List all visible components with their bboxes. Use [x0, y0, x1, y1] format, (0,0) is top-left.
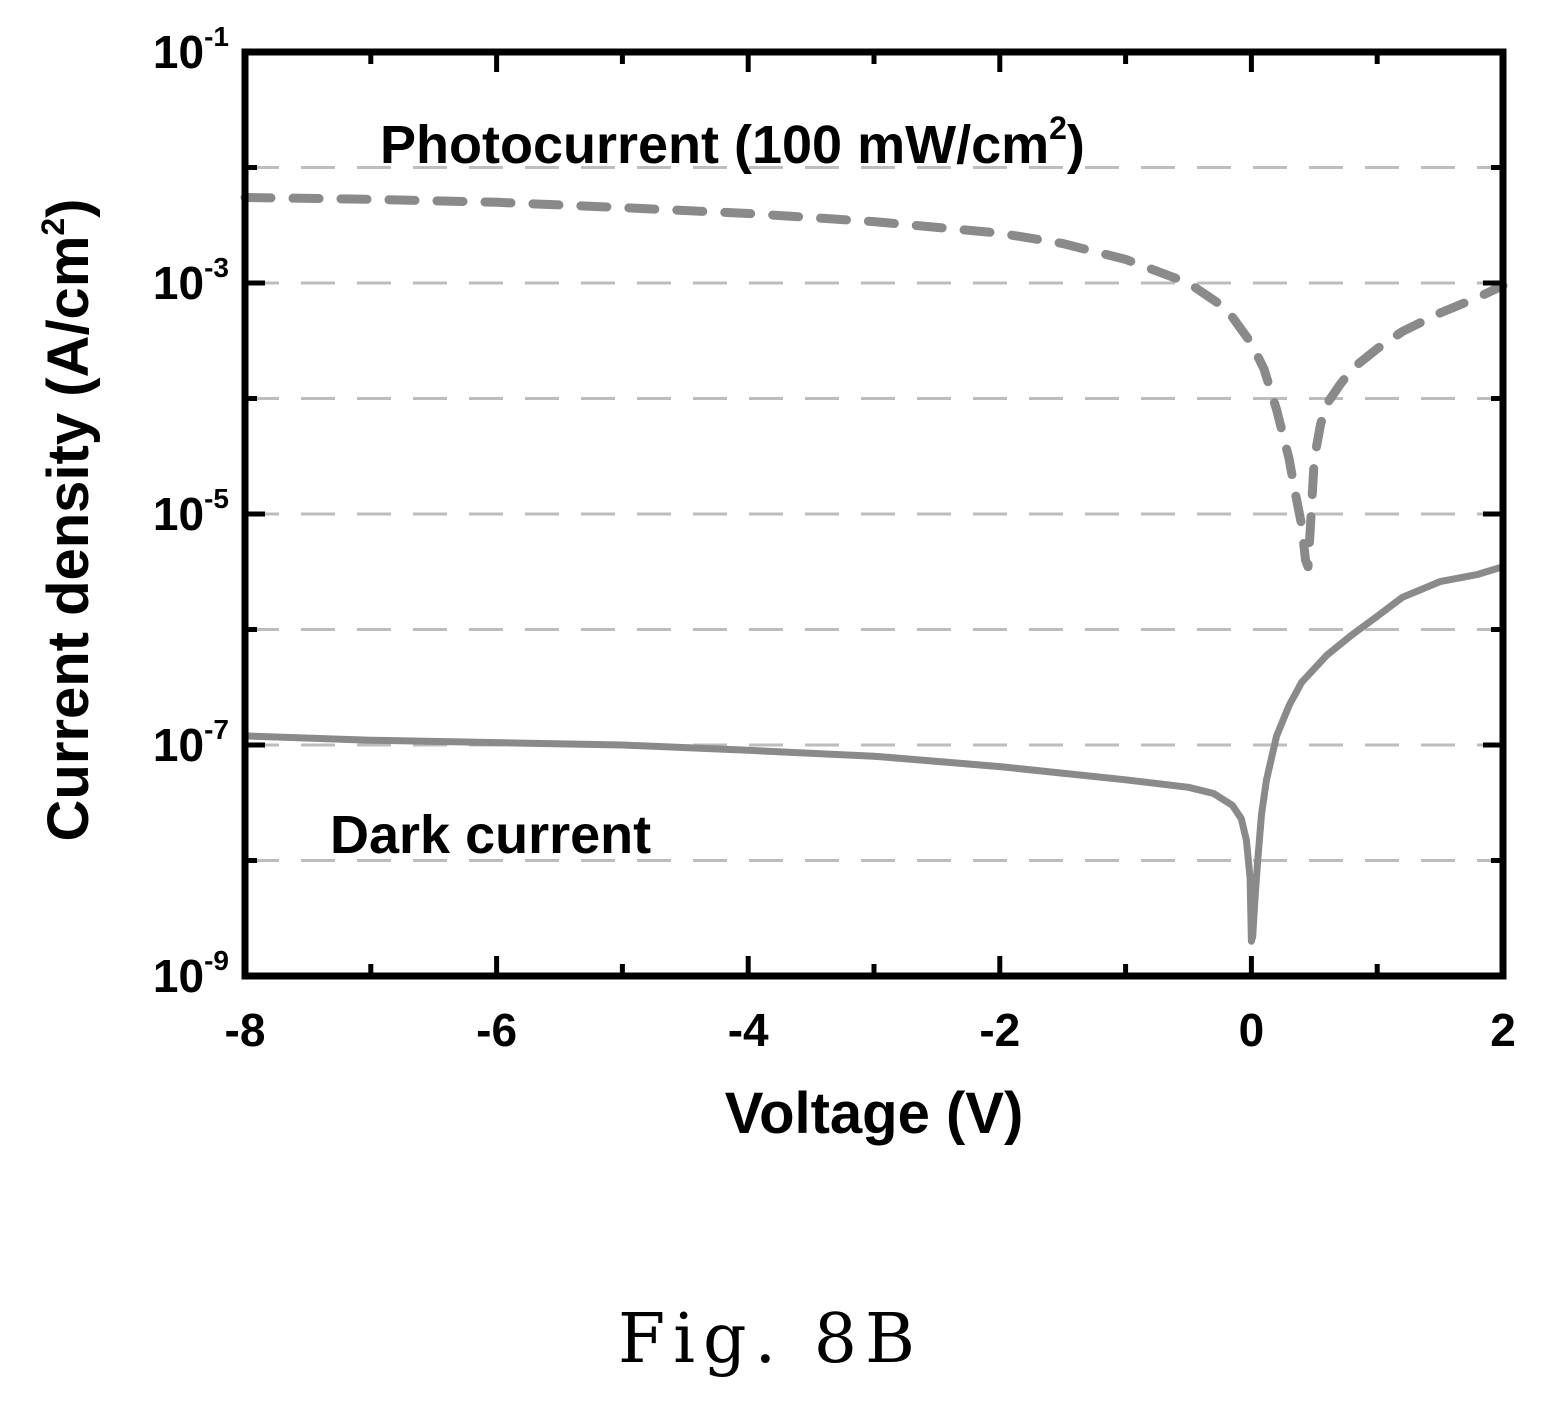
x-tick-label: -6 — [476, 1004, 517, 1056]
photocurrent-label-close: ) — [1067, 115, 1085, 175]
dark-current-series-line — [241, 563, 1507, 945]
y-tick-exp: -9 — [204, 945, 229, 976]
y-tick-exp: -5 — [204, 483, 229, 514]
photocurrent-series-line — [240, 193, 1508, 572]
photocurrent-label-sup: 2 — [1049, 110, 1067, 146]
dark-current-label: Dark current — [330, 805, 651, 865]
x-tick-label: -2 — [979, 1004, 1020, 1056]
axis-ticks — [242, 49, 1506, 979]
y-tick-label: 10-7 — [153, 714, 229, 771]
x-tick-labels: -8 -6 -4 -2 0 2 — [225, 1004, 1516, 1056]
y-axis-title-close: ) — [36, 198, 101, 217]
y-axis-title-main: Current density (A/cm — [36, 236, 101, 842]
y-tick-labels: 10-110-310-510-710-9 — [153, 21, 229, 1002]
x-tick-label: 0 — [1239, 1004, 1265, 1056]
y-tick-base: 10 — [153, 719, 204, 771]
x-axis-title: Voltage (V) — [725, 1081, 1024, 1146]
y-tick-base: 10 — [153, 950, 204, 1002]
y-tick-exp: -3 — [204, 252, 229, 283]
y-tick-exp: -7 — [204, 714, 229, 745]
x-tick-label: 2 — [1490, 1004, 1516, 1056]
y-tick-label: 10-1 — [153, 21, 229, 78]
x-tick-label: -8 — [225, 1004, 266, 1056]
y-tick-base: 10 — [153, 488, 204, 540]
y-tick-label: 10-9 — [153, 945, 229, 1002]
chart: -8 -6 -4 -2 0 2 10-110-310-510-710-9 Voltage … — [35, 21, 1516, 1146]
photocurrent-label: Photocurrent (100 mW/cm2) — [380, 110, 1085, 175]
gridlines — [245, 166, 1503, 862]
photocurrent-label-main: Photocurrent (100 mW/cm — [380, 115, 1049, 175]
y-tick-label: 10-5 — [153, 483, 229, 540]
x-tick-label: -4 — [728, 1004, 769, 1056]
y-tick-base: 10 — [153, 257, 204, 309]
figure-caption: Fig. 8B — [618, 1300, 923, 1379]
y-tick-label: 10-3 — [153, 252, 229, 309]
y-axis-title-sup: 2 — [35, 218, 71, 236]
series-layer — [240, 193, 1508, 945]
y-tick-base: 10 — [153, 26, 204, 78]
y-axis-title: Current density (A/cm2) — [35, 198, 101, 841]
y-tick-exp: -1 — [204, 21, 229, 52]
